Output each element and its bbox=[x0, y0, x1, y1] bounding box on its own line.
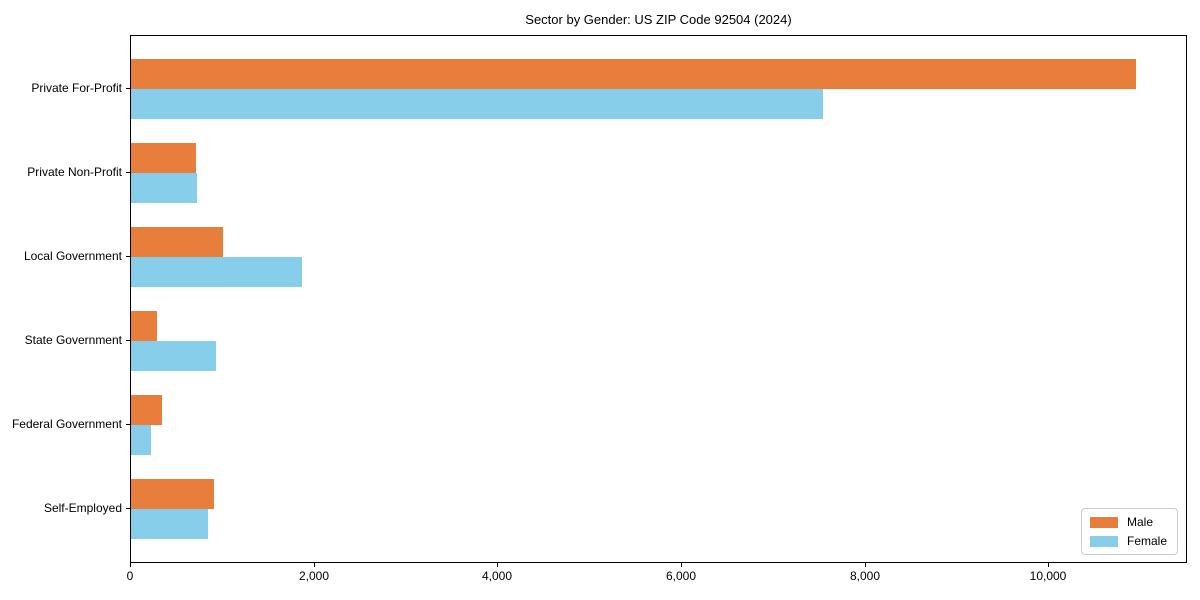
legend-label-male: Male bbox=[1126, 515, 1153, 529]
y-tick-mark bbox=[126, 340, 130, 341]
x-tick-mark bbox=[314, 563, 315, 567]
bar-female-state-government bbox=[131, 341, 216, 371]
x-tick-label-4000: 4,000 bbox=[481, 569, 513, 583]
x-tick-mark bbox=[1048, 563, 1049, 567]
y-tick-label-state-government: State Government bbox=[24, 333, 122, 347]
x-tick-label-0: 0 bbox=[126, 569, 134, 583]
bar-female-federal-government bbox=[131, 425, 151, 455]
bar-male-self-employed bbox=[131, 479, 214, 509]
bar-female-private-non-profit bbox=[131, 173, 197, 203]
bar-female-local-government bbox=[131, 257, 302, 287]
y-tick-label-self-employed: Self-Employed bbox=[43, 501, 122, 515]
x-tick-label-8000: 8,000 bbox=[849, 569, 881, 583]
x-tick-mark bbox=[130, 563, 131, 567]
y-tick-mark bbox=[126, 424, 130, 425]
bar-male-federal-government bbox=[131, 395, 162, 425]
bar-male-local-government bbox=[131, 227, 223, 257]
legend-label-female: Female bbox=[1126, 534, 1167, 548]
bar-male-private-non-profit bbox=[131, 143, 196, 173]
plot-area bbox=[130, 35, 1187, 563]
legend-row-male: Male bbox=[1089, 515, 1167, 529]
legend: Male Female bbox=[1080, 508, 1178, 555]
bar-male-private-for-profit bbox=[131, 59, 1136, 89]
legend-row-female: Female bbox=[1089, 534, 1167, 548]
x-tick-label-10000: 10,000 bbox=[1029, 569, 1067, 583]
y-tick-mark bbox=[126, 508, 130, 509]
y-tick-label-local-government: Local Government bbox=[23, 249, 122, 263]
bar-male-state-government bbox=[131, 311, 157, 341]
y-tick-label-private-non-profit: Private Non-Profit bbox=[27, 165, 122, 179]
x-tick-label-6000: 6,000 bbox=[665, 569, 697, 583]
y-tick-mark bbox=[126, 172, 130, 173]
x-tick-mark bbox=[497, 563, 498, 567]
bar-female-private-for-profit bbox=[131, 89, 823, 119]
x-tick-mark bbox=[681, 563, 682, 567]
bar-female-self-employed bbox=[131, 509, 208, 539]
y-tick-label-private-for-profit: Private For-Profit bbox=[31, 81, 122, 95]
legend-swatch-male bbox=[1089, 516, 1118, 528]
y-tick-mark bbox=[126, 88, 130, 89]
x-tick-label-2000: 2,000 bbox=[298, 569, 330, 583]
chart-title: Sector by Gender: US ZIP Code 92504 (202… bbox=[525, 12, 792, 27]
legend-swatch-female bbox=[1089, 535, 1118, 547]
y-tick-label-federal-government: Federal Government bbox=[11, 417, 122, 431]
x-tick-mark bbox=[865, 563, 866, 567]
y-tick-mark bbox=[126, 256, 130, 257]
